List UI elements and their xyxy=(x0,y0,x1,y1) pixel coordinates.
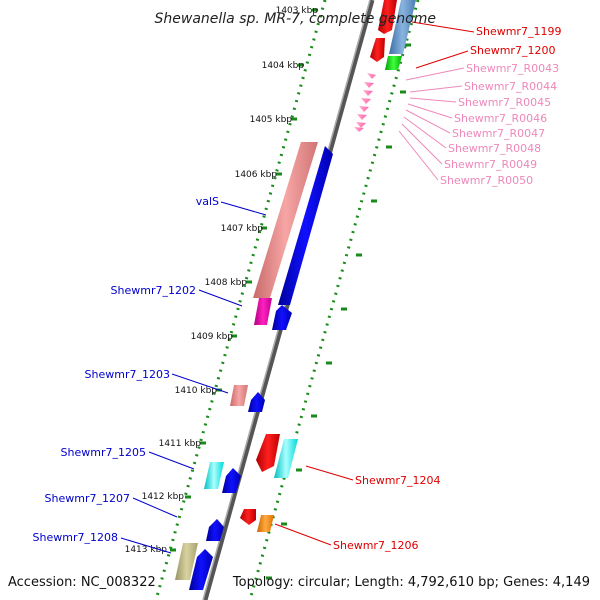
gene-block-1203-salmon xyxy=(230,385,248,406)
rna-arrow xyxy=(356,122,366,128)
gene-arrow-1205-blue xyxy=(222,468,241,493)
leader-1207 xyxy=(132,497,178,518)
leader-r0049 xyxy=(401,123,443,165)
rna-label-r0046: Shewmr7_R0046 xyxy=(454,112,547,125)
kbp-label: 1412 kbp xyxy=(142,492,185,502)
genome-title: Shewanella sp. MR-7, complete genome xyxy=(155,11,436,27)
gene-label-vals: valS xyxy=(196,195,219,208)
gene-block-1206-orange xyxy=(257,515,274,532)
kbp-label: 1406 kbp xyxy=(235,170,278,180)
leader-1204 xyxy=(305,465,354,481)
gene-arrow-1200-red xyxy=(370,38,385,62)
leader-1199 xyxy=(411,21,475,33)
gene-arrow-1206-red xyxy=(240,509,256,525)
kbp-label: 1411 kbp xyxy=(159,439,202,449)
leader-r0044 xyxy=(409,85,463,93)
right-labels: Shewmr7_1199 Shewmr7_1200 Shewmr7_1204 S… xyxy=(333,25,561,552)
gene-label-1207: Shewmr7_1207 xyxy=(45,492,130,505)
leader-1205 xyxy=(148,451,195,470)
rna-label-r0043: Shewmr7_R0043 xyxy=(466,62,559,75)
rna-arrow xyxy=(367,73,376,79)
forward-features xyxy=(189,146,333,590)
outer-tick-track xyxy=(248,0,420,600)
kbp-label: 1410 kbp xyxy=(175,386,218,396)
kbp-label: 1407 kbp xyxy=(221,224,264,234)
label-leaders xyxy=(120,21,475,554)
rna-label-r0048: Shewmr7_R0048 xyxy=(448,142,541,155)
rna-arrow xyxy=(361,98,371,104)
rna-arrow xyxy=(359,106,369,112)
gene-label-1202: Shewmr7_1202 xyxy=(111,284,196,297)
gene-label-1204: Shewmr7_1204 xyxy=(355,474,440,487)
kbp-label: 1413 kbp xyxy=(125,545,168,555)
gene-arrow-1203-blue xyxy=(248,392,265,412)
leader-1203 xyxy=(171,373,229,394)
gene-label-1205: Shewmr7_1205 xyxy=(61,446,146,459)
kbp-label: 1403 kbp xyxy=(276,6,319,16)
kbp-label: 1408 kbp xyxy=(205,278,248,288)
leader-r0046 xyxy=(407,103,453,119)
leader-vals xyxy=(220,201,267,216)
rna-label-r0050: Shewmr7_R0050 xyxy=(440,174,533,187)
gene-arrow-1204-red xyxy=(256,434,280,472)
leader-r0048 xyxy=(403,116,447,149)
rna-arrow xyxy=(364,82,374,88)
rna-arrow xyxy=(354,127,364,132)
gene-label-1203: Shewmr7_1203 xyxy=(85,368,170,381)
gene-label-1206: Shewmr7_1206 xyxy=(333,539,418,552)
gene-block-vals-salmon xyxy=(253,142,318,298)
leader-1206 xyxy=(274,523,332,546)
gene-arrow-vals-blue xyxy=(278,146,333,305)
gene-block-1199-steel xyxy=(389,0,416,54)
gene-label-1208: Shewmr7_1208 xyxy=(33,531,118,544)
leader-r0050 xyxy=(398,130,439,181)
leader-r0045 xyxy=(409,97,457,103)
gene-block-1200-green xyxy=(385,56,402,70)
kbp-label: 1409 kbp xyxy=(191,332,234,342)
accession-text: Accession: NC_008322 xyxy=(8,575,156,590)
leader-1208 xyxy=(120,537,172,554)
rna-label-r0047: Shewmr7_R0047 xyxy=(452,127,545,140)
gene-block-1204-cyan xyxy=(274,439,298,478)
kbp-label: 1404 kbp xyxy=(262,61,305,71)
leader-r0043 xyxy=(405,67,465,81)
rna-label-r0049: Shewmr7_R0049 xyxy=(444,158,537,171)
gene-arrow-1199-red xyxy=(378,0,397,34)
rna-labels: Shewmr7_R0043 Shewmr7_R0044 Shewmr7_R004… xyxy=(440,62,559,187)
kbp-scale: 1403 kbp 1404 kbp 1405 kbp 1406 kbp 1407… xyxy=(125,6,319,555)
leader-1202 xyxy=(198,289,243,307)
reverse-features xyxy=(175,142,318,580)
inner-tick-track xyxy=(154,0,327,600)
outer-track-ticks xyxy=(266,43,411,580)
gene-block-1208-olive xyxy=(175,543,198,580)
gene-arrow-1202-blue xyxy=(272,305,292,330)
rna-label-r0044: Shewmr7_R0044 xyxy=(464,80,557,93)
gene-label-1199: Shewmr7_1199 xyxy=(476,25,561,38)
right-features xyxy=(240,0,416,532)
kbp-label: 1405 kbp xyxy=(250,115,293,125)
rna-arrow xyxy=(363,90,373,96)
leader-r0047 xyxy=(405,109,451,134)
topology-text: Topology: circular; Length: 4,792,610 bp… xyxy=(232,575,590,590)
gene-label-1200: Shewmr7_1200 xyxy=(470,44,555,57)
gene-block-1202-magenta xyxy=(254,298,272,325)
rna-label-r0045: Shewmr7_R0045 xyxy=(458,96,551,109)
gene-arrow-1208-blue xyxy=(189,549,213,590)
rna-arrow xyxy=(357,114,367,120)
gene-block-1205-cyan xyxy=(204,462,224,489)
rna-features xyxy=(354,73,376,132)
left-labels: valS Shewmr7_1202 Shewmr7_1203 Shewmr7_1… xyxy=(33,195,219,544)
leader-1200 xyxy=(415,50,469,69)
gene-arrow-1207-blue xyxy=(206,519,224,541)
